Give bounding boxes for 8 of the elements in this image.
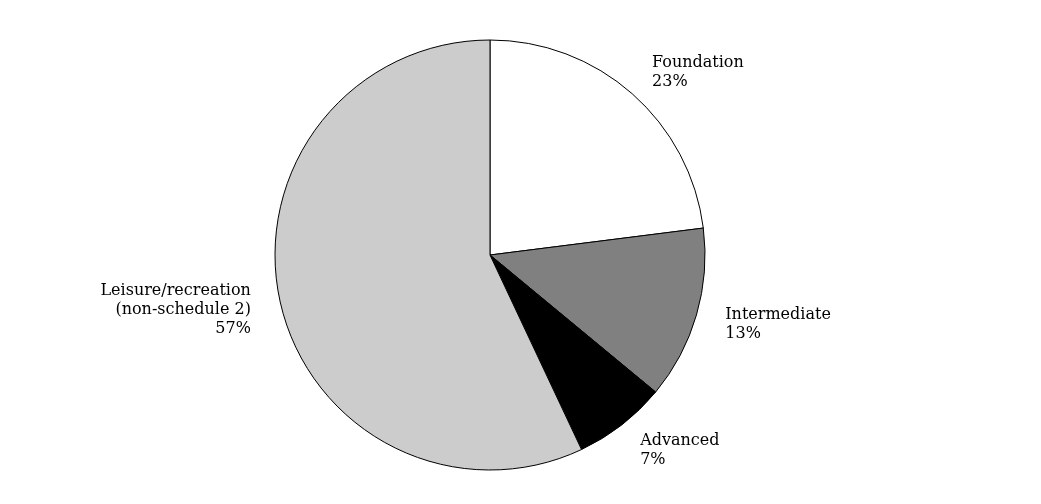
slice-label: Intermediate [725, 304, 831, 324]
slice-label: Advanced [639, 429, 720, 449]
data-label: 23% [652, 71, 688, 91]
data-label: 57% [215, 318, 251, 338]
slice-label: Leisure/recreation (non-schedule 2) [100, 280, 251, 319]
data-label: 13% [725, 323, 761, 343]
data-label: 7% [640, 448, 666, 468]
slice-label: Foundation [652, 52, 744, 72]
